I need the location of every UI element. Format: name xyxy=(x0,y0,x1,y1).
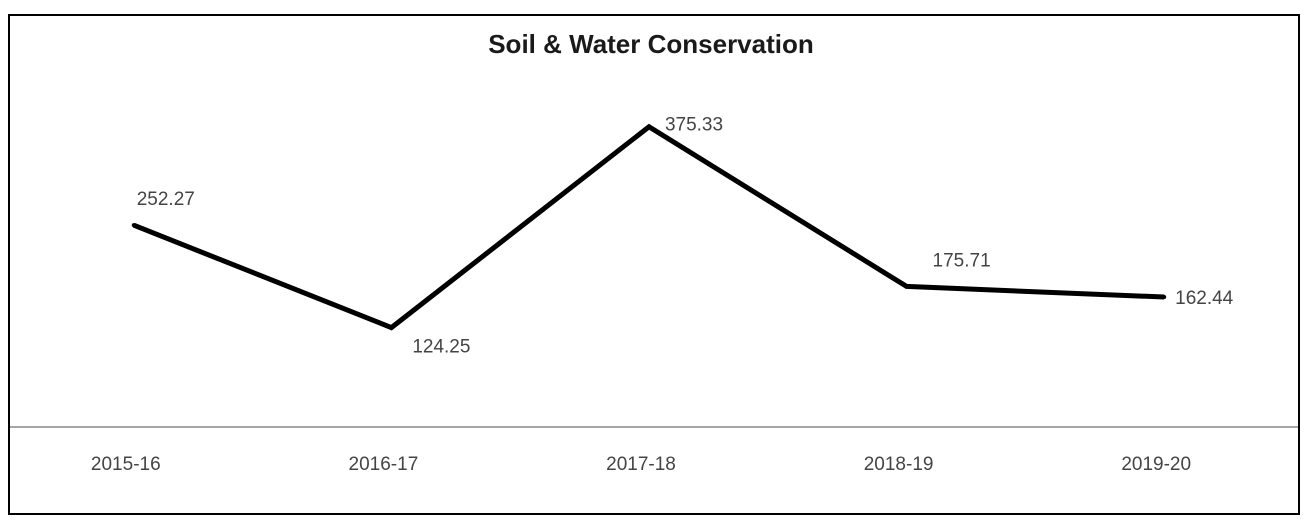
data-label: 252.27 xyxy=(137,189,195,210)
chart-title: Soil & Water Conservation xyxy=(488,29,814,59)
data-point xyxy=(131,223,136,228)
chart-frame xyxy=(8,14,1300,515)
x-tick-label: 2015-16 xyxy=(91,454,161,475)
x-tick-label: 2019-20 xyxy=(1121,454,1191,475)
x-axis-tick-labels: 2015-16 2016-17 2017-18 2018-19 2019-20 xyxy=(91,454,1191,475)
series-group xyxy=(131,123,1167,331)
data-point xyxy=(389,325,394,330)
series-line xyxy=(132,123,1165,331)
data-point xyxy=(1162,295,1167,300)
data-label: 124.25 xyxy=(412,337,470,358)
data-label: 175.71 xyxy=(933,250,991,271)
data-label: 375.33 xyxy=(665,115,723,136)
x-tick-label: 2018-19 xyxy=(864,454,934,475)
x-tick-label: 2016-17 xyxy=(349,454,419,475)
data-point xyxy=(904,284,909,289)
data-labels: 252.27 124.25 375.33 175.71 162.44 xyxy=(137,115,1234,358)
x-tick-label: 2017-18 xyxy=(606,454,676,475)
data-point xyxy=(647,124,651,129)
data-label: 162.44 xyxy=(1175,288,1234,309)
